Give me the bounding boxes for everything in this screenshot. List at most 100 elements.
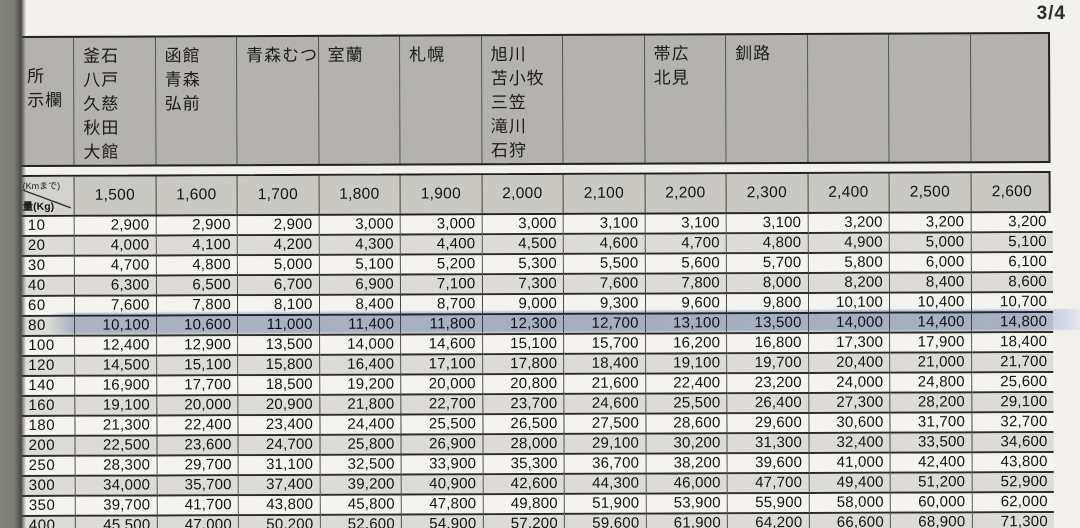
price-cell: 25,600 [971,373,1054,394]
weight-cell: 140 [21,376,76,397]
price-cell: 4,300 [319,235,401,256]
price-cell: 20,800 [482,374,565,396]
distance-header-cell: 2,500 [889,173,972,212]
price-cell: 4,800 [156,256,238,277]
price-cell: 10,100 [808,293,891,314]
price-cell: 32,400 [809,433,891,454]
price-cell: 17,300 [808,333,891,354]
price-cell: 10,700 [971,293,1054,314]
city-header-cell: 札幌 [400,36,482,164]
price-cell: 4,800 [726,233,809,255]
price-cell: 25,500 [401,415,484,436]
price-cell: 19,100 [75,396,157,417]
city-header-cell: 釧路 [726,34,808,163]
price-cell: 14,600 [401,335,483,356]
price-cell: 66,600 [809,513,891,528]
price-cell: 51,200 [890,473,973,494]
price-cell: 55,900 [727,493,810,515]
price-cell: 24,000 [808,373,891,394]
page-edge-shadow [0,0,26,528]
price-cell: 5,600 [645,254,727,275]
city-header-cell: 帯広 北見 [644,35,727,163]
price-cell: 4,500 [482,234,564,256]
price-cell: 47,000 [157,516,239,528]
price-cell: 5,300 [482,254,564,276]
city-name: 三笠 [490,93,527,113]
price-cell: 10,100 [75,316,157,337]
price-cell: 50,200 [238,515,321,528]
distance-header-cell: 2,400 [808,173,890,212]
price-cell: 46,000 [646,474,728,495]
price-cell: 21,300 [75,416,158,437]
price-cell: 39,200 [320,475,402,496]
distance-header-cell: 1,500 [74,176,157,215]
price-cell: 45,800 [320,495,402,516]
price-cell: 11,800 [401,315,483,336]
price-cell: 30,600 [808,413,891,434]
price-cell: 29,700 [157,456,239,477]
price-cell: 61,900 [646,514,728,528]
price-cell: 13,500 [238,335,320,357]
price-cell: 20,000 [401,375,483,396]
price-cell: 42,400 [890,453,973,474]
price-cell: 14,800 [971,313,1054,334]
price-cell: 14,500 [75,356,157,377]
weight-cell: 100 [21,336,76,357]
price-cell: 7,600 [563,274,646,295]
price-cell: 10,400 [889,293,972,314]
city-name: 札幌 [409,45,446,65]
price-cell: 4,700 [74,256,157,277]
price-cell: 19,200 [319,375,402,396]
city-header-cell [889,34,971,162]
price-cell: 9,300 [563,294,646,315]
price-cell: 2,900 [74,216,157,237]
price-cell: 14,400 [890,313,972,334]
price-cell: 26,400 [727,393,809,415]
price-cell: 9,800 [726,293,809,315]
city-name: 北見 [653,68,690,88]
price-cell: 3,000 [319,215,401,236]
price-cell: 47,800 [401,495,484,516]
price-cell: 28,000 [483,434,565,456]
price-cell: 3,000 [482,214,564,236]
price-cell: 49,800 [483,494,565,516]
weight-cell: 350 [21,496,76,517]
city-header-cell: 青森むつ [237,36,319,165]
price-cell: 20,400 [808,353,891,374]
weight-cell: 400 [21,516,76,528]
price-cell: 35,300 [483,454,565,476]
price-cell: 21,600 [564,374,646,395]
city-name: 滝川 [490,117,527,137]
price-cell: 29,100 [564,434,647,455]
price-cell: 31,700 [890,413,973,434]
price-cell: 19,100 [645,354,728,375]
price-cell: 17,900 [890,333,972,354]
freight-rate-table: 所示欄 釜石 八戸 久慈 秋田 大館 函館 青森 弘前 青森むつ 室蘭 札幌 旭川 苫小牧 三笠 滝川 石狩 帯広… [18,32,1080,528]
price-cell: 49,400 [809,473,891,494]
city-header-cell: 函館 青森 弘前 [155,37,238,165]
price-cell: 42,600 [483,474,565,496]
weight-unit-label: 量(Kg) [22,200,55,213]
price-cell: 20,000 [156,396,239,417]
price-cell: 37,400 [238,475,321,497]
city-name: 石狩 [490,141,527,161]
price-cell: 64,200 [727,513,810,528]
price-cell: 20,900 [238,395,320,417]
price-cell: 8,400 [319,295,402,316]
price-cell: 52,900 [972,473,1054,494]
price-cell: 32,500 [320,455,402,476]
price-cell: 28,300 [75,456,158,477]
price-cell: 22,400 [156,416,239,437]
city-header-cell: 旭川 苫小牧 三笠 滝川 石狩 [481,35,564,164]
price-cell: 43,800 [238,495,321,517]
price-cell: 4,900 [808,233,890,254]
corner-diagonal-line [22,189,71,209]
city-name: 旭川 [490,45,527,65]
price-cell: 28,200 [890,393,972,414]
price-cell: 15,100 [482,334,565,356]
price-cell: 18,400 [564,354,646,375]
price-cell: 47,700 [727,473,810,495]
price-cell: 13,100 [645,314,728,335]
price-cell: 11,000 [238,315,320,337]
price-cell: 43,800 [972,453,1054,474]
